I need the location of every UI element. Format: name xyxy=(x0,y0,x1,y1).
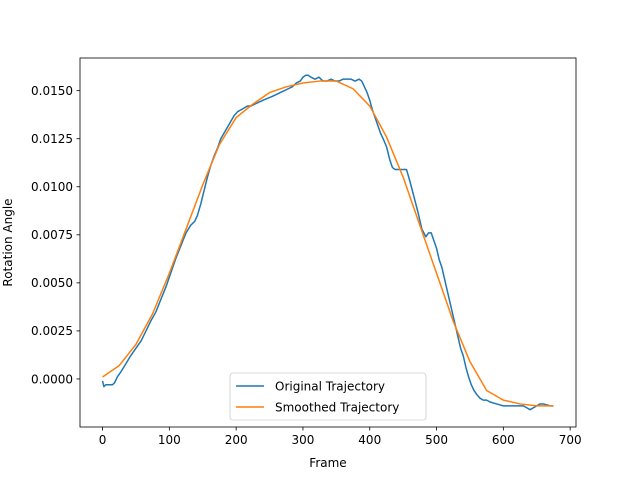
y-tick-label: 0.0000 xyxy=(31,372,73,386)
legend: Original Trajectory Smoothed Trajectory xyxy=(229,372,427,421)
x-tick-label: 600 xyxy=(492,433,515,447)
y-tick-label: 0.0100 xyxy=(31,180,73,194)
series-line-smoothed-trajectory xyxy=(102,80,554,407)
x-axis: 0 100 200 300 400 500 600 700 xyxy=(99,427,582,447)
x-tick-label: 200 xyxy=(225,433,248,447)
x-tick-label: 0 xyxy=(99,433,107,447)
x-tick-label: 400 xyxy=(358,433,381,447)
legend-label-smoothed-trajectory: Smoothed Trajectory xyxy=(275,400,399,414)
y-tick-label: 0.0050 xyxy=(31,276,73,290)
y-tick-label: 0.0125 xyxy=(31,132,73,146)
x-tick-label: 500 xyxy=(425,433,448,447)
plot-area xyxy=(101,74,554,411)
y-tick-label: 0.0025 xyxy=(31,324,73,338)
x-tick-label: 300 xyxy=(291,433,314,447)
y-axis: 0.0000 0.0025 0.0050 0.0075 0.0100 0.0125 0.01… xyxy=(31,84,80,386)
y-tick-label: 0.0150 xyxy=(31,84,73,98)
axes-frame xyxy=(79,57,577,428)
x-tick-label: 700 xyxy=(559,433,582,447)
legend-box xyxy=(229,372,427,421)
x-tick-label: 100 xyxy=(158,433,181,447)
series-line-original-trajectory xyxy=(101,74,554,411)
legend-label-original-trajectory: Original Trajectory xyxy=(275,379,385,393)
y-tick-label: 0.0075 xyxy=(31,228,73,242)
x-axis-label: Frame xyxy=(309,456,346,470)
y-axis-label: Rotation Angle xyxy=(1,198,15,286)
